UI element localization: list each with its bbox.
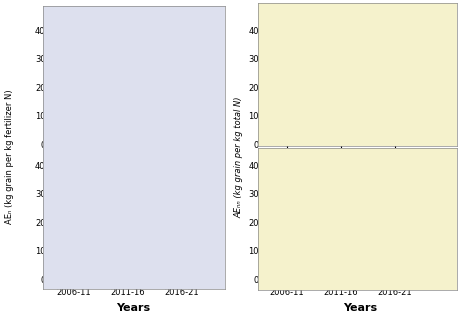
Text: Rice: Rice [274,21,296,31]
Text: a: a [186,159,191,168]
Text: a: a [186,73,191,82]
Text: Wheat: Wheat [274,156,308,166]
Text: Years: Years [343,303,377,313]
Text: d: d [399,226,404,235]
Text: a: a [399,83,404,92]
Text: Rice: Rice [61,21,86,31]
Text: a: a [186,63,191,72]
Text: AEₙₙ (kg grain per kg total N): AEₙₙ (kg grain per kg total N) [235,96,244,218]
Text: b: b [186,100,191,109]
Text: b: b [399,106,404,115]
Text: b: b [399,97,404,106]
Text: b: b [399,176,404,185]
Text: a: a [399,70,404,79]
Text: Years: Years [116,303,150,313]
Text: AEₙ (kg grain per kg fertilizer N): AEₙ (kg grain per kg fertilizer N) [5,90,14,224]
Text: a: a [186,68,191,78]
Text: a: a [186,155,191,164]
Text: a: a [186,77,191,86]
Text: a: a [399,76,404,84]
Text: b: b [399,181,404,190]
Text: c: c [399,208,403,217]
Text: c: c [399,111,403,120]
Text: a: a [186,168,191,177]
Text: b: b [186,218,191,227]
Legend: F, LE, GM, FYM, WS, RS: F, LE, GM, FYM, WS, RS [356,19,420,57]
Text: c: c [399,221,403,230]
Text: a: a [186,163,191,172]
Text: a: a [399,169,404,178]
Text: Wheat: Wheat [61,156,99,166]
